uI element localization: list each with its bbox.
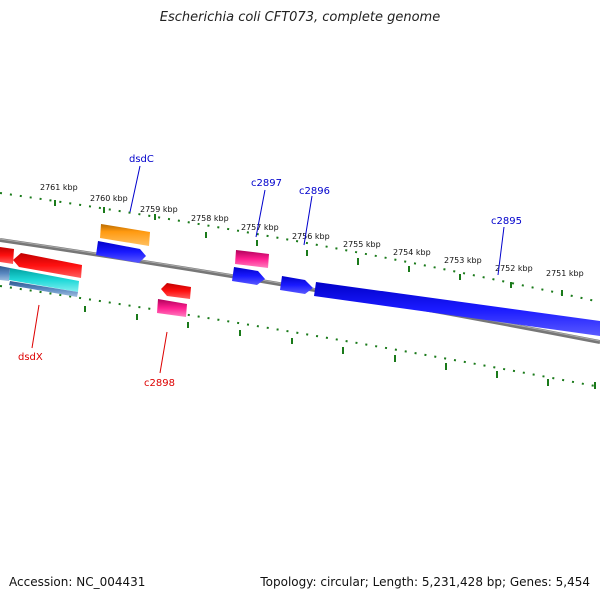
gene-feature[interactable] [0,247,14,264]
scale-label: 2754 kbp [393,248,431,257]
genome-summary-text: Topology: circular; Length: 5,231,428 bp… [260,575,590,589]
gene-feature[interactable] [314,282,600,336]
scale-labels: 2761 kbp 2760 kbp 2759 kbp 2758 kbp 2757… [40,183,584,278]
gene-feature[interactable] [100,224,150,246]
outer-major-ticks [54,200,563,296]
scale-label: 2759 kbp [140,205,178,214]
scale-label: 2757 kbp [241,223,279,232]
leader-line [31,304,40,349]
gene-feature[interactable] [9,281,78,297]
inner-scale-ring [0,285,600,388]
gene-feature[interactable] [157,299,187,317]
gene-label: c2895 [491,216,522,227]
scale-label: 2760 kbp [90,194,128,203]
gene-label: c2896 [299,186,330,197]
reverse-genes [0,247,191,317]
label-leader-lines [31,165,505,374]
gene-label: c2898 [144,378,175,389]
accession-text: Accession: NC_004431 [9,575,146,589]
leader-line [497,226,505,276]
gene-feature[interactable] [9,268,79,292]
gene-label: dsdX [18,352,43,363]
gene-feature[interactable] [13,253,82,278]
gene-feature[interactable] [0,266,10,281]
forward-genes [96,224,600,336]
gene-feature[interactable] [96,241,146,263]
leader-line [255,189,266,238]
gene-label: dsdC [129,154,154,165]
gene-feature[interactable] [161,283,191,299]
scale-label: 2753 kbp [444,256,482,265]
scale-label: 2755 kbp [343,240,381,249]
map-title: Escherichia coli CFT073, complete genome [159,10,441,25]
leader-line [129,165,141,213]
scale-label: 2751 kbp [546,269,584,278]
inner-major-ticks [84,306,596,389]
gene-label-group: dsdC c2897 c2896 c2895 dsdX c2898 [18,154,522,389]
leader-line [159,331,168,374]
scale-label: 2758 kbp [191,214,229,223]
gene-feature[interactable] [280,276,313,294]
scale-label: 2752 kbp [495,264,533,273]
leader-line [303,195,313,246]
scale-label: 2756 kbp [292,232,330,241]
gene-label: c2897 [251,178,282,189]
gene-feature[interactable] [235,250,269,268]
scale-label: 2761 kbp [40,183,78,192]
gene-feature[interactable] [232,267,265,285]
